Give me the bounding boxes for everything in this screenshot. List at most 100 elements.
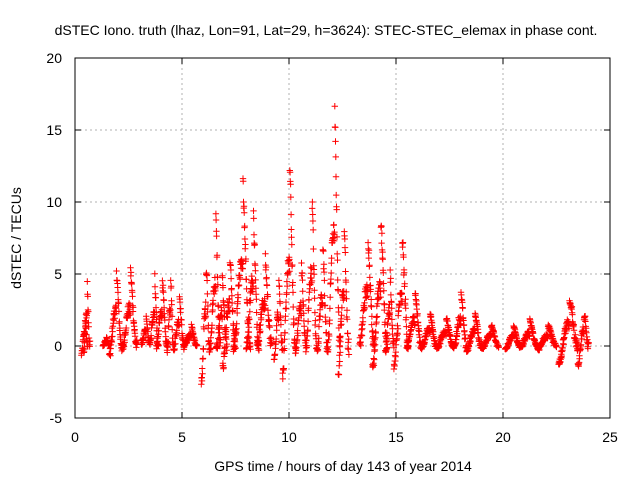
- data-point: [266, 317, 273, 324]
- data-point: [402, 305, 409, 312]
- data-point: [167, 306, 174, 314]
- data-point: [526, 333, 533, 340]
- data-point: [108, 338, 116, 346]
- data-point: [210, 300, 217, 307]
- data-point: [160, 304, 168, 311]
- data-point: [366, 274, 373, 281]
- data-point: [288, 226, 295, 233]
- data-point: [394, 325, 402, 332]
- data-point: [281, 336, 288, 343]
- data-point: [271, 351, 279, 358]
- data-point: [159, 282, 167, 289]
- data-point: [243, 276, 250, 283]
- data-point: [280, 365, 287, 372]
- data-point: [257, 328, 264, 335]
- data-point: [578, 335, 585, 343]
- data-point: [299, 276, 306, 284]
- data-point: [178, 321, 185, 328]
- chart-title: dSTEC Iono. truth (lhaz, Lon=91, Lat=29,…: [55, 22, 598, 38]
- data-point: [154, 341, 161, 348]
- data-point: [215, 335, 222, 342]
- data-point: [338, 304, 346, 311]
- data-point: [109, 328, 116, 335]
- data-point: [553, 343, 560, 351]
- data-point: [199, 370, 206, 377]
- data-point: [242, 241, 249, 248]
- data-point: [304, 318, 312, 325]
- data-point: [213, 252, 221, 259]
- data-point: [273, 327, 280, 334]
- data-point: [343, 288, 350, 296]
- data-point: [229, 307, 236, 314]
- data-point: [288, 241, 295, 248]
- data-point: [305, 305, 312, 312]
- data-point: [401, 269, 408, 276]
- data-point: [384, 332, 391, 339]
- y-tick-label: -5: [50, 410, 63, 426]
- data-point: [281, 345, 288, 352]
- data-point: [416, 328, 423, 335]
- data-point: [322, 318, 329, 325]
- data-point: [317, 312, 324, 320]
- data-point: [257, 321, 264, 329]
- data-point: [84, 293, 91, 300]
- data-point: [177, 305, 184, 312]
- data-point: [392, 348, 399, 356]
- data-point: [309, 211, 316, 218]
- data-point: [327, 294, 334, 301]
- data-point: [357, 342, 364, 349]
- data-point: [341, 235, 348, 243]
- data-point: [223, 340, 231, 348]
- data-point: [245, 333, 252, 340]
- data-point: [248, 272, 255, 280]
- data-point: [289, 261, 296, 269]
- data-point: [116, 324, 124, 332]
- data-point: [373, 313, 381, 320]
- data-point: [569, 311, 576, 318]
- data-point: [294, 332, 302, 339]
- data-point: [198, 381, 205, 388]
- data-point: [221, 344, 229, 351]
- data-point: [308, 277, 316, 285]
- data-point: [299, 270, 306, 277]
- data-point: [162, 333, 169, 340]
- data-point: [343, 295, 350, 302]
- data-point: [361, 304, 368, 312]
- data-point: [459, 305, 466, 312]
- data-point: [303, 344, 310, 351]
- data-point: [390, 337, 397, 345]
- data-point: [262, 250, 269, 257]
- data-point: [266, 324, 273, 331]
- data-point: [250, 231, 258, 238]
- data-point: [199, 355, 207, 362]
- data-point: [216, 322, 223, 329]
- data-point: [309, 198, 316, 206]
- data-point: [263, 282, 271, 289]
- data-point: [334, 250, 341, 258]
- data-point: [275, 277, 283, 284]
- data-point: [245, 324, 253, 331]
- data-point: [328, 254, 335, 262]
- data-point: [128, 280, 135, 288]
- data-point: [330, 237, 338, 245]
- data-point: [311, 295, 318, 302]
- data-point: [231, 338, 239, 345]
- data-point: [227, 275, 235, 282]
- data-point: [284, 282, 291, 290]
- data-point: [325, 346, 332, 353]
- data-point: [127, 269, 135, 276]
- data-point: [228, 299, 236, 307]
- data-point: [85, 323, 92, 330]
- data-point: [330, 234, 337, 241]
- data-point: [576, 355, 583, 362]
- data-point: [321, 277, 328, 284]
- data-point: [263, 274, 270, 281]
- data-point: [81, 344, 88, 352]
- data-point: [572, 331, 579, 338]
- data-point: [283, 289, 290, 296]
- data-point: [239, 265, 246, 272]
- data-point: [200, 325, 208, 333]
- data-point: [169, 326, 176, 333]
- data-point: [334, 256, 341, 264]
